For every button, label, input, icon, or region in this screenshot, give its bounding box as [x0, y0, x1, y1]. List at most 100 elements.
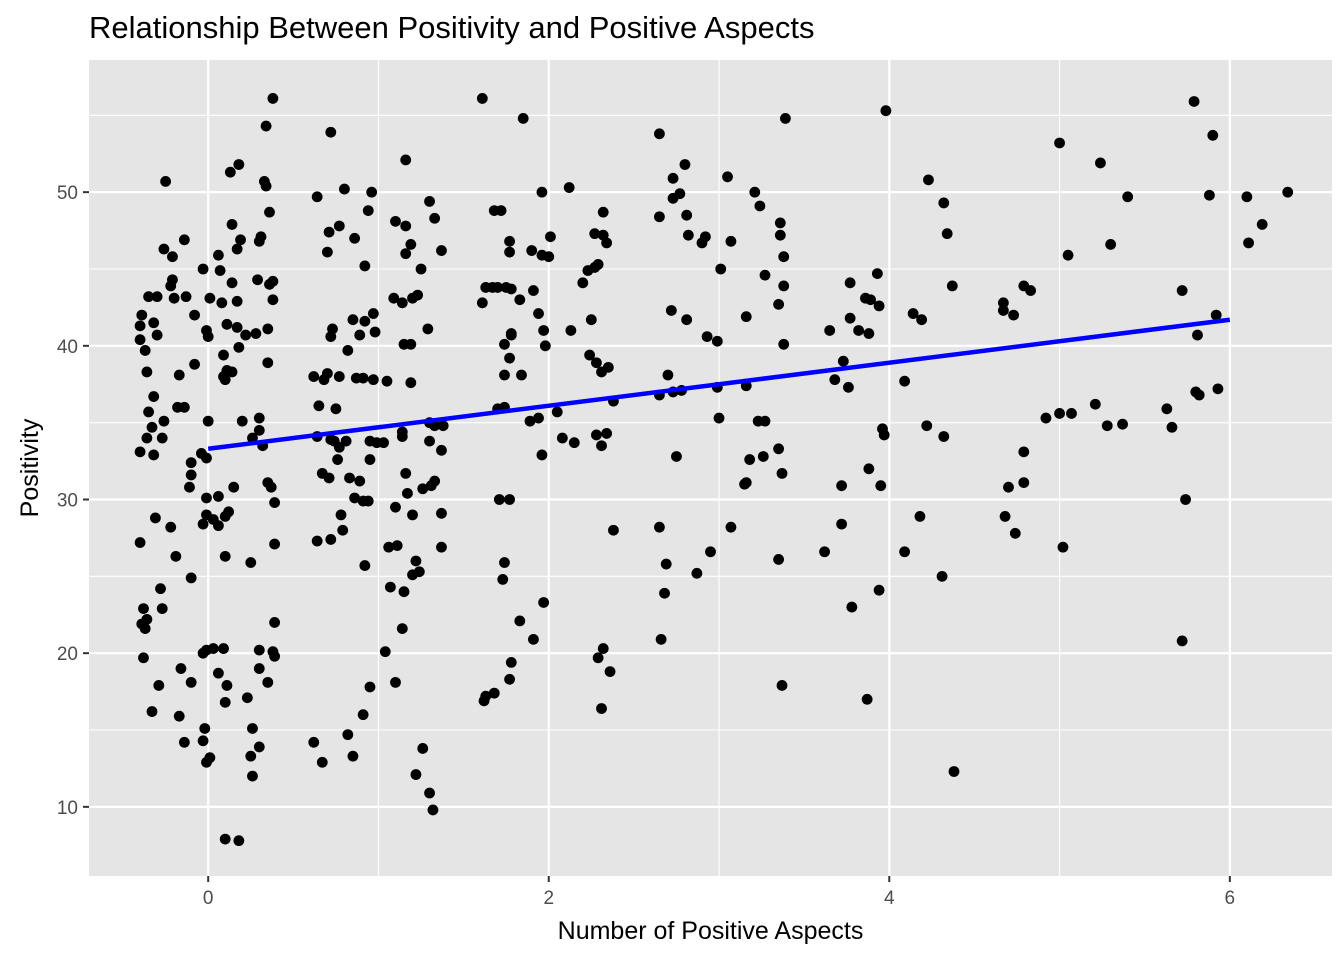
data-point [936, 570, 948, 582]
data-point [321, 246, 333, 258]
data-point [240, 329, 252, 341]
data-point [325, 126, 337, 138]
data-point [436, 507, 447, 519]
data-point [478, 695, 490, 707]
data-point [308, 736, 320, 748]
data-point [504, 235, 515, 247]
data-point [165, 521, 177, 533]
data-point [759, 415, 771, 427]
data-point [601, 428, 613, 439]
data-point [178, 401, 190, 413]
data-point [1192, 329, 1203, 341]
data-point [332, 454, 343, 465]
data-point [504, 494, 515, 505]
data-point [873, 300, 885, 312]
data-point [381, 375, 393, 387]
data-point [436, 541, 447, 553]
data-point [364, 454, 376, 465]
data-point [213, 667, 224, 679]
data-point [757, 451, 769, 462]
data-point [543, 251, 555, 263]
data-point [701, 331, 713, 343]
data-point [1008, 309, 1019, 321]
data-point [1089, 398, 1101, 410]
data-point [1122, 191, 1134, 203]
data-point [504, 352, 515, 364]
data-point [388, 292, 400, 304]
data-point [151, 291, 163, 303]
data-point [330, 403, 342, 415]
data-point [665, 305, 677, 316]
data-point [199, 723, 211, 734]
data-point [235, 234, 246, 246]
fit-line [207, 317, 1231, 452]
data-point [245, 750, 257, 762]
data-point [201, 492, 212, 504]
data-point [359, 315, 371, 327]
data-point [400, 220, 412, 232]
data-point [1207, 129, 1219, 141]
data-point [504, 246, 515, 258]
data-point [231, 243, 243, 255]
data-point [219, 550, 231, 562]
data-point [1161, 403, 1173, 415]
data-point [836, 518, 848, 530]
data-point [655, 633, 667, 645]
data-point [773, 554, 785, 565]
data-point [568, 437, 580, 449]
data-point [233, 835, 245, 847]
data-point [354, 329, 366, 341]
data-point [1180, 494, 1191, 505]
data-point [390, 501, 401, 513]
data-point [429, 212, 441, 224]
data-point [679, 159, 691, 170]
data-point [138, 652, 149, 664]
data-point [173, 710, 185, 722]
data-point [1166, 421, 1178, 433]
data-point [493, 494, 505, 505]
y-tick-label: 20 [57, 644, 78, 665]
data-point [347, 314, 359, 326]
data-point [504, 673, 515, 685]
data-point [844, 312, 856, 324]
data-point [916, 314, 928, 326]
data-point [158, 415, 170, 427]
data-point [597, 206, 609, 218]
data-point [597, 643, 609, 654]
data-point [1212, 383, 1224, 395]
data-point [339, 183, 350, 195]
data-point [436, 444, 447, 456]
data-point [226, 366, 238, 378]
data-point [415, 263, 427, 275]
data-point [497, 574, 509, 585]
data-point [233, 159, 245, 170]
data-point [778, 280, 790, 292]
data-point [873, 584, 885, 596]
data-point [189, 358, 200, 370]
data-point [400, 154, 412, 166]
chart-title: Relationship Between Positivity and Posi… [89, 10, 815, 45]
data-point [379, 646, 391, 658]
data-point [774, 217, 786, 229]
data-point [369, 326, 381, 338]
data-point [231, 295, 243, 307]
data-point [773, 298, 785, 310]
data-point [654, 521, 665, 533]
data-point [505, 329, 517, 341]
data-point [168, 292, 180, 304]
data-point [436, 245, 447, 256]
data-point [921, 420, 933, 432]
data-point [1018, 477, 1030, 488]
data-point [407, 509, 418, 521]
data-point [221, 318, 233, 330]
data-point [378, 437, 389, 449]
data-point [253, 741, 265, 753]
data-point [577, 277, 589, 289]
data-point [1054, 137, 1065, 149]
data-point [262, 323, 274, 335]
data-point [146, 706, 158, 717]
data-point [488, 205, 500, 216]
data-point [681, 314, 693, 326]
data-point [528, 633, 539, 645]
data-point [923, 174, 934, 186]
